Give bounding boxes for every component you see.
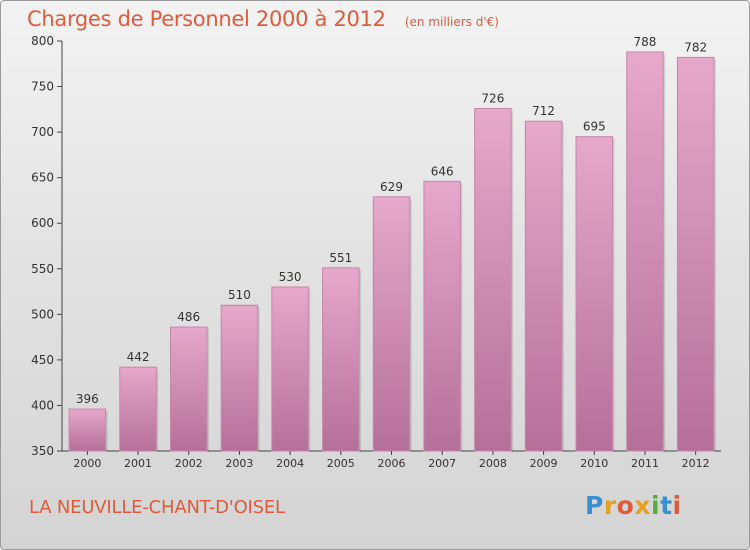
- bar-value-label: 712: [532, 104, 555, 118]
- x-tick-label: 2003: [225, 457, 253, 470]
- x-tick-label: 2012: [682, 457, 710, 470]
- y-tick-label: 500: [31, 307, 54, 321]
- bar: [474, 107, 512, 452]
- bar: [169, 326, 208, 452]
- chart-title: Charges de Personnel 2000 à 2012: [27, 7, 386, 31]
- logo-letter: r: [603, 491, 617, 520]
- y-tick-label: 350: [31, 444, 54, 458]
- bar: [372, 196, 411, 452]
- logo-letter: o: [616, 491, 635, 520]
- y-tick-label: 450: [31, 353, 54, 367]
- bar-value-label: 396: [76, 392, 99, 406]
- title-row: Charges de Personnel 2000 à 2012 (en mil…: [27, 7, 499, 31]
- bar: [575, 136, 614, 452]
- chart-subtitle: (en milliers d'€): [404, 15, 499, 29]
- x-tick-label: 2011: [631, 457, 659, 470]
- bar-value-label: 551: [329, 251, 352, 265]
- logo-letter: i: [651, 491, 661, 520]
- x-tick-label: 2006: [378, 457, 406, 470]
- bar: [524, 120, 563, 452]
- logo-letter: x: [634, 491, 651, 520]
- bar: [68, 408, 107, 452]
- bar: [423, 180, 461, 452]
- bar-value-label: 510: [228, 288, 251, 302]
- bar-value-label: 530: [279, 270, 302, 284]
- bar-value-label: 726: [481, 91, 504, 105]
- bar-value-label: 442: [127, 350, 150, 364]
- y-tick-label: 700: [31, 125, 54, 139]
- bar: [220, 304, 259, 452]
- bar: [322, 267, 360, 452]
- x-tick-label: 2000: [73, 457, 101, 470]
- x-tick-label: 2007: [428, 457, 456, 470]
- y-tick-label: 600: [31, 216, 54, 230]
- bar-chart: 350 400 450 500 550 600 650 700 750 800 396 2000 442…: [31, 34, 721, 470]
- bar: [119, 366, 157, 452]
- proxiti-logo: Proxiti: [585, 491, 682, 520]
- bar-value-label: 782: [684, 40, 707, 54]
- y-tick-label: 550: [31, 262, 54, 276]
- bar-value-label: 486: [177, 310, 200, 324]
- y-tick-label: 800: [31, 34, 54, 48]
- x-tick-label: 2009: [530, 457, 558, 470]
- bar-value-label: 646: [431, 164, 454, 178]
- x-tick-label: 2002: [175, 457, 203, 470]
- y-tick-label: 750: [31, 80, 54, 94]
- bar-value-label: 695: [583, 120, 606, 134]
- x-tick-label: 2010: [580, 457, 608, 470]
- bar: [271, 286, 309, 452]
- bar-value-label: 788: [634, 35, 657, 49]
- x-tick-label: 2005: [327, 457, 355, 470]
- y-tick-label: 400: [31, 398, 54, 412]
- commune-name: LA NEUVILLE-CHANT-D'OISEL: [29, 497, 285, 518]
- y-tick-label: 650: [31, 171, 54, 185]
- x-tick-label: 2008: [479, 457, 507, 470]
- logo-letter: P: [585, 491, 604, 520]
- bar: [626, 51, 664, 452]
- logo-letter: t: [660, 491, 673, 520]
- x-tick-label: 2001: [124, 457, 152, 470]
- x-tick-label: 2004: [276, 457, 304, 470]
- bar: [676, 56, 715, 452]
- bar-value-label: 629: [380, 180, 403, 194]
- logo-letter: i: [672, 491, 682, 520]
